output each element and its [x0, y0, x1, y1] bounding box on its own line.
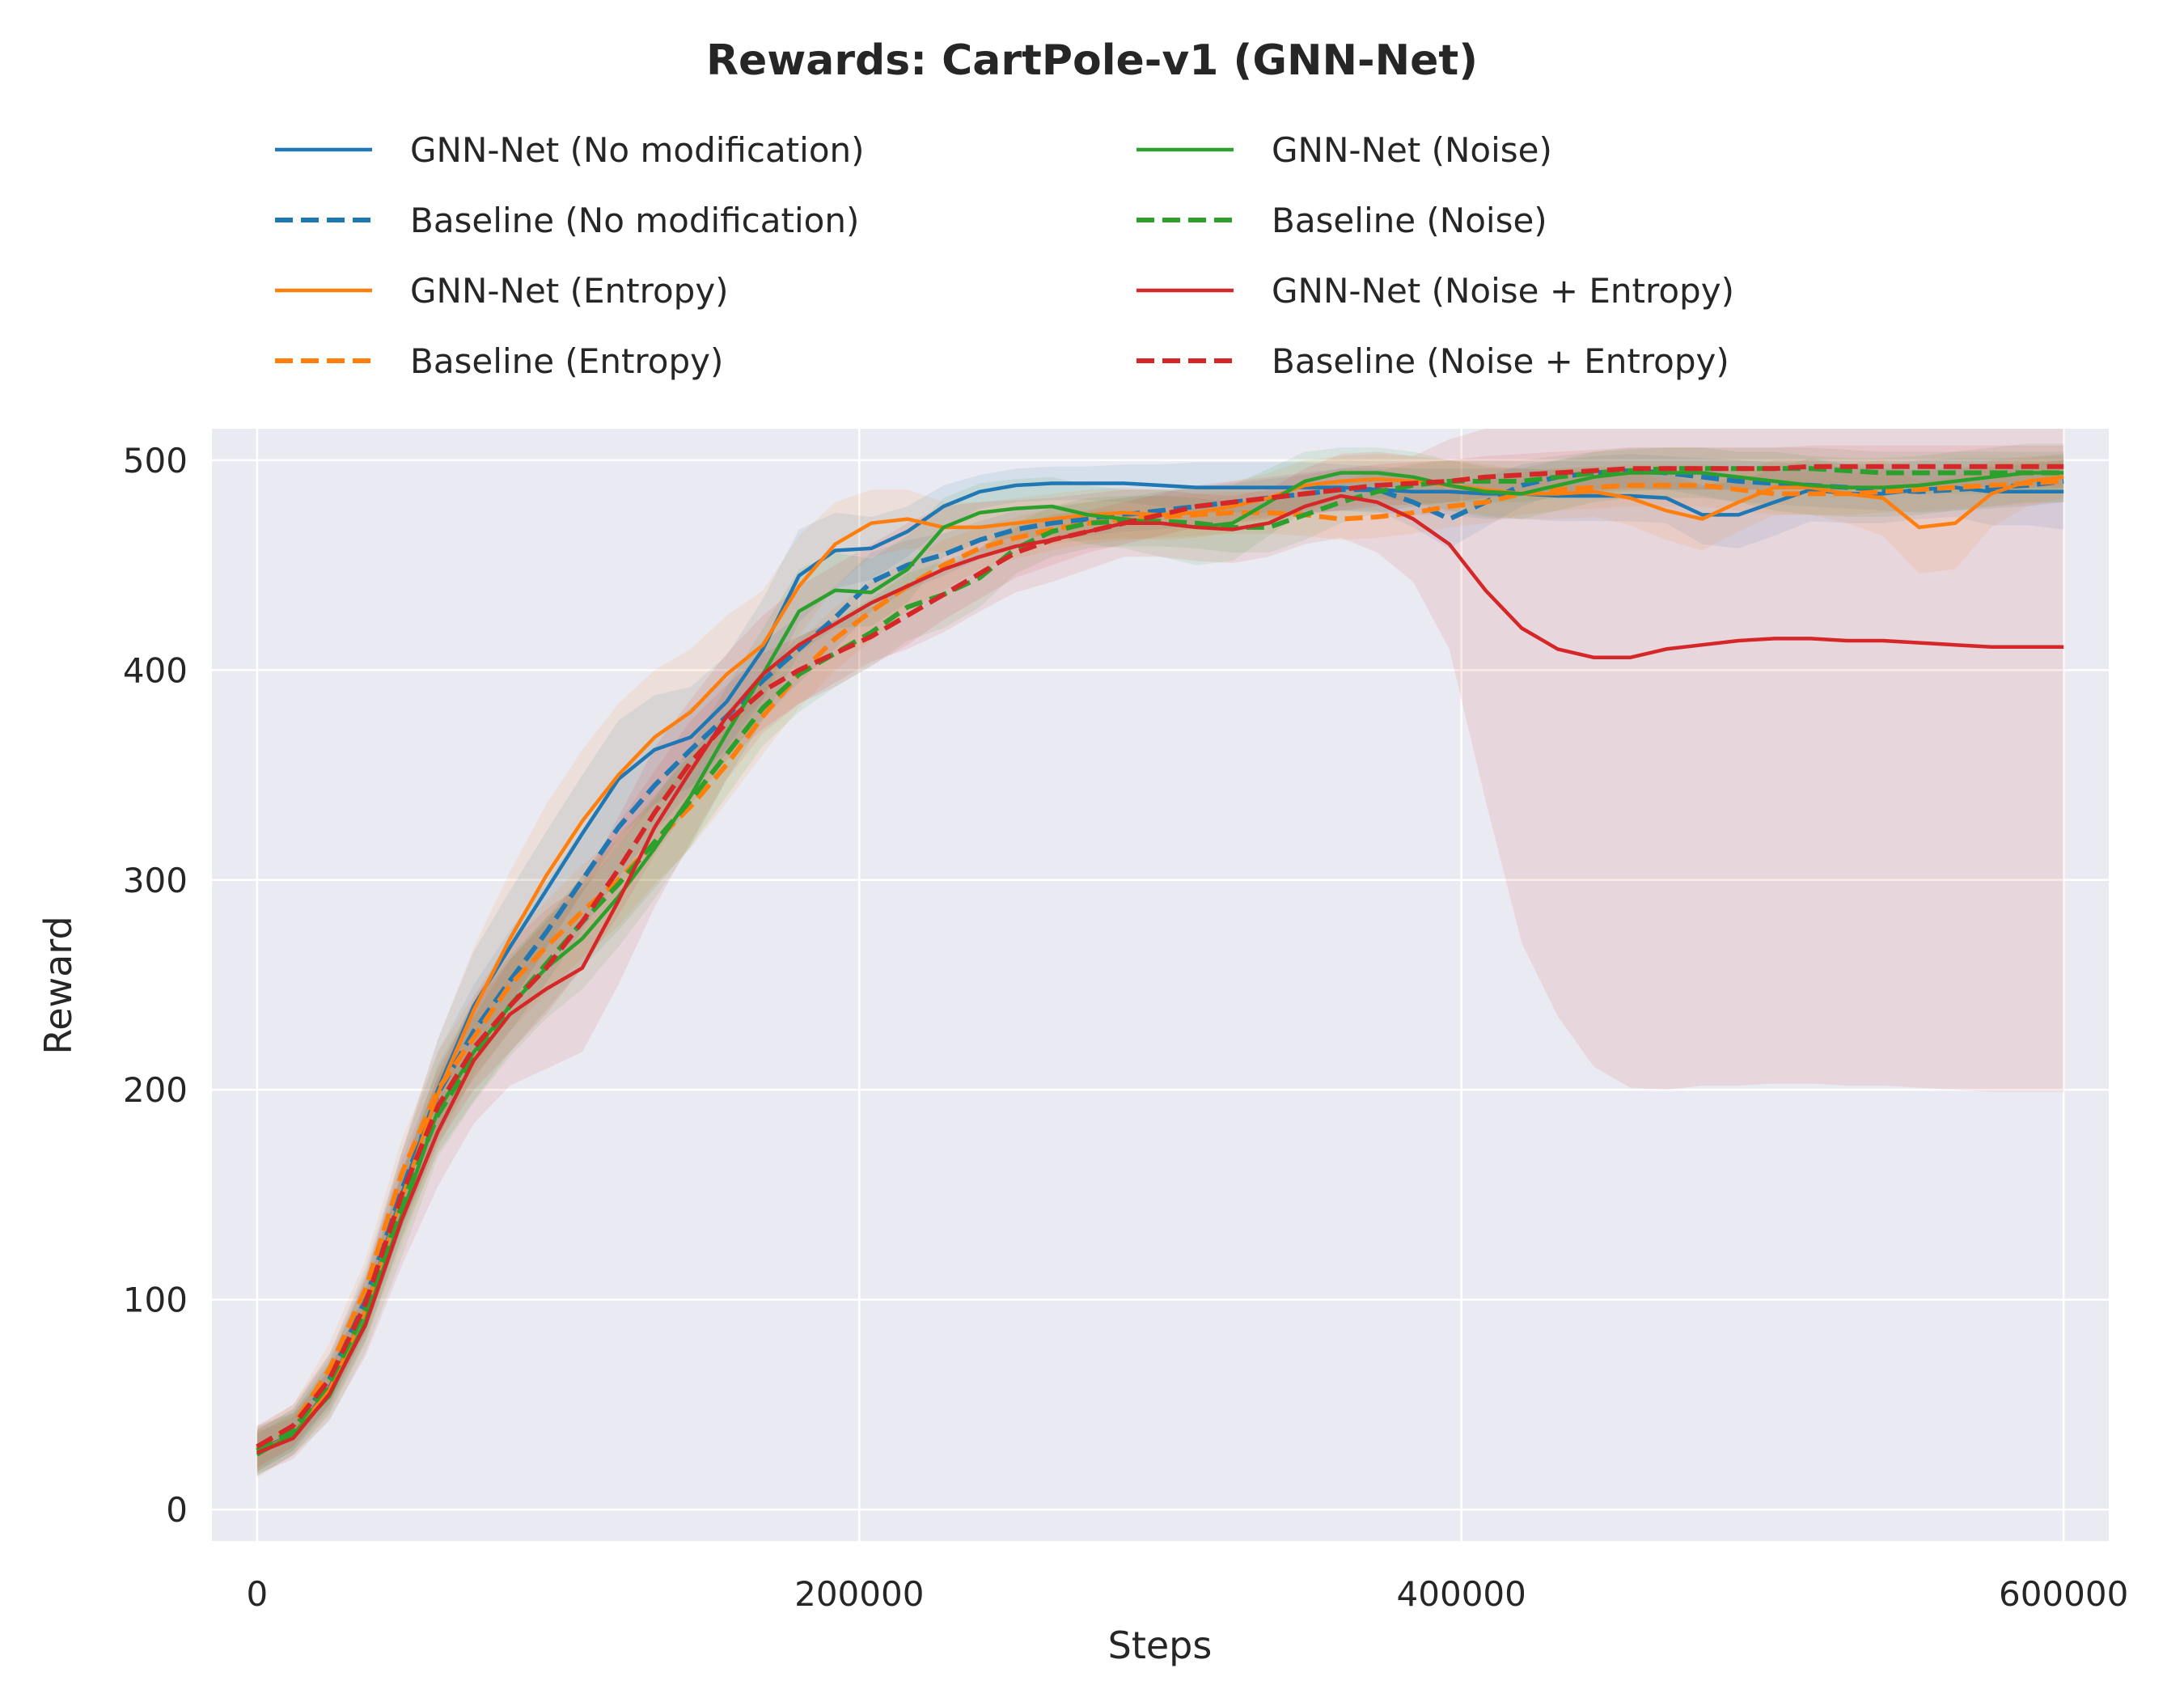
line-gnn-net-no-modification: [256, 481, 2064, 1453]
legend-label-gnn-net-entropy: GNN-Net (Entropy): [410, 271, 729, 311]
line-baseline-no-modification: [256, 468, 2064, 1453]
x-tick-label: 400000: [1397, 1574, 1526, 1614]
grid-lines: [212, 429, 2109, 1541]
legend-label-baseline-entropy: Baseline (Entropy): [410, 341, 723, 381]
line-baseline-entropy: [256, 478, 2064, 1451]
y-tick-label: 0: [166, 1490, 188, 1530]
y-tick-label: 400: [123, 650, 188, 690]
band-gnn-net-entropy: [256, 454, 2064, 1479]
x-tick-label: 200000: [794, 1574, 924, 1614]
y-axis-label: Reward: [36, 916, 80, 1054]
line-gnn-net-noise-entropy: [256, 493, 2064, 1455]
confidence-bands: [256, 429, 2064, 1479]
y-tick-labels: 0 100 200 300 400 500: [123, 441, 188, 1530]
band-baseline-no-modification: [256, 454, 2064, 1472]
chart-title: Rewards: CartPole-v1 (GNN-Net): [706, 36, 1478, 85]
series-lines: [256, 464, 2064, 1457]
y-tick-label: 500: [123, 441, 188, 481]
legend-label-gnn-net-noise: GNN-Net (Noise): [1272, 130, 1552, 170]
line-baseline-noise-entropy: [256, 464, 2064, 1449]
y-tick-label: 100: [123, 1281, 188, 1320]
x-tick-labels: 0 200000 400000 600000: [246, 1574, 2128, 1614]
legend-label-gnn-net-noise-entropy: GNN-Net (Noise + Entropy): [1272, 271, 1734, 311]
x-tick-label: 600000: [1999, 1574, 2128, 1614]
band-gnn-net-noise-entropy: [256, 429, 2064, 1474]
legend-label-baseline-no-modification: Baseline (No modification): [410, 201, 859, 240]
x-tick-label: 0: [246, 1574, 268, 1614]
x-axis-label: Steps: [1108, 1624, 1213, 1667]
band-gnn-net-no-modification: [256, 454, 2064, 1476]
legend-label-baseline-noise: Baseline (Noise): [1272, 201, 1547, 240]
legend: GNN-Net (No modification) Baseline (No mo…: [275, 130, 1734, 381]
legend-label-baseline-noise-entropy: Baseline (Noise + Entropy): [1272, 341, 1729, 381]
y-tick-label: 200: [123, 1070, 188, 1110]
y-tick-label: 300: [123, 861, 188, 900]
legend-label-gnn-net-no-modification: GNN-Net (No modification): [410, 130, 865, 170]
